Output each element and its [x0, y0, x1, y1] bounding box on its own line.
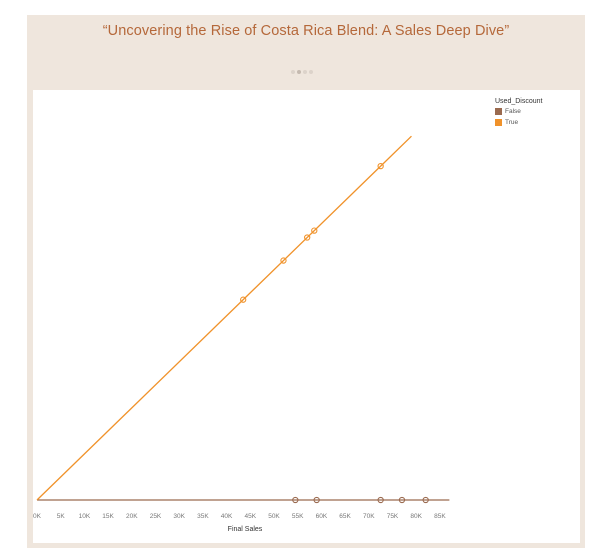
- x-tick-label: 20K: [126, 513, 138, 520]
- legend-swatch-true: [495, 119, 502, 126]
- story-frame: “Uncovering the Rise of Costa Rica Blend…: [27, 15, 585, 548]
- x-tick-label: 55K: [292, 513, 304, 520]
- x-tick-label: 35K: [197, 513, 209, 520]
- x-tick-label: 0K: [33, 513, 42, 520]
- scatter-chart[interactable]: 0K 5K 10K 15K 20K 25K 30K 35K 40K 45K 50K 55K 60K 65K…: [33, 90, 580, 543]
- x-tick-label: 85K: [434, 513, 446, 520]
- data-point-true-3[interactable]: [304, 234, 311, 241]
- data-point-false-5[interactable]: [422, 496, 429, 504]
- nav-dot-1[interactable]: [291, 70, 295, 74]
- x-tick-label: 65K: [339, 513, 351, 520]
- legend-swatch-false: [495, 108, 502, 115]
- x-tick-label: 10K: [79, 513, 91, 520]
- data-point-false-2[interactable]: [313, 496, 320, 504]
- x-tick-label: 5K: [57, 513, 66, 520]
- story-navigator: [291, 70, 313, 76]
- trend-line-true: [36, 135, 412, 501]
- story-title: “Uncovering the Rise of Costa Rica Blend…: [102, 23, 510, 39]
- chart-panel: 0K 5K 10K 15K 20K 25K 30K 35K 40K 45K 50K 55K 60K 65K…: [33, 90, 580, 543]
- nav-dot-2[interactable]: [297, 70, 301, 74]
- legend-label-true: True: [505, 119, 519, 126]
- data-point-false-4[interactable]: [398, 496, 406, 504]
- x-tick-label: 70K: [363, 513, 375, 520]
- x-tick-label: 45K: [245, 513, 257, 520]
- x-tick-label: 30K: [173, 513, 185, 520]
- x-tick-label: 25K: [150, 513, 162, 520]
- x-tick-label: 40K: [221, 513, 233, 520]
- legend-item-true[interactable]: True: [495, 117, 575, 128]
- x-tick-label: 60K: [316, 513, 328, 520]
- nav-dot-4[interactable]: [309, 70, 313, 74]
- legend-title: Used_Discount: [495, 98, 543, 105]
- x-axis-title: Final Sales: [228, 526, 263, 533]
- legend-label-false: False: [505, 108, 521, 115]
- data-point-false-1[interactable]: [292, 496, 299, 504]
- x-tick-label: 15K: [102, 513, 114, 520]
- data-point-true-2[interactable]: [280, 257, 287, 264]
- data-point-true-5[interactable]: [377, 162, 384, 170]
- x-tick-label: 50K: [268, 513, 280, 520]
- data-point-false-3[interactable]: [377, 496, 384, 504]
- data-point-true-4[interactable]: [311, 227, 318, 234]
- data-point-true-1[interactable]: [240, 296, 247, 303]
- x-tick-label: 75K: [387, 513, 399, 520]
- x-tick-label: 80K: [410, 513, 422, 520]
- nav-dot-3[interactable]: [303, 70, 307, 74]
- legend: Used_Discount False True: [495, 98, 575, 128]
- legend-item-false[interactable]: False: [495, 106, 575, 117]
